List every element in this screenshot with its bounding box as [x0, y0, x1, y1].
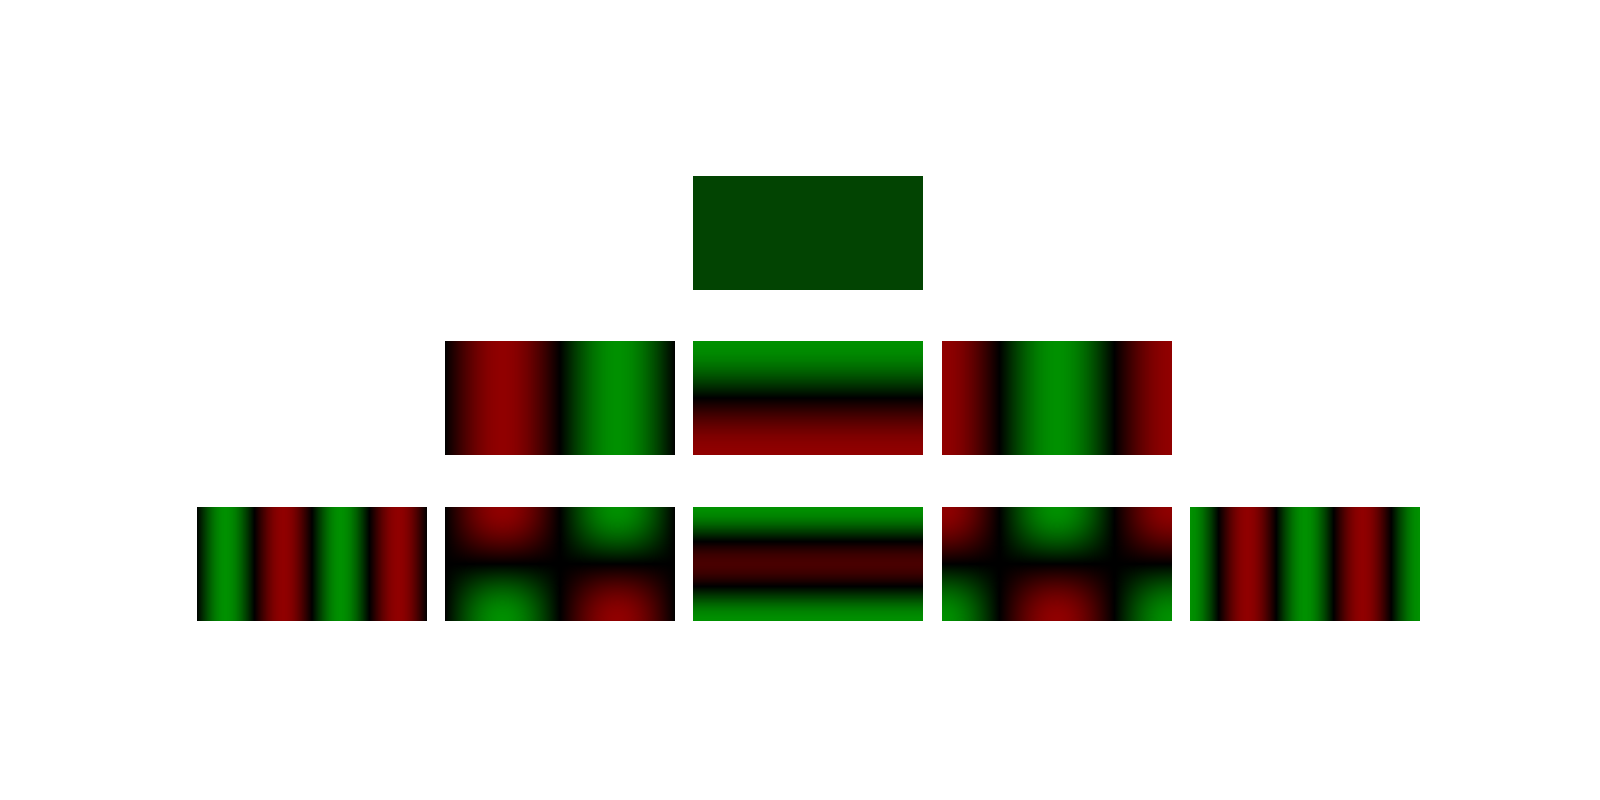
harmonic-tile-l0-m0: [693, 176, 923, 290]
harmonic-tile-l2-m-1: [445, 507, 675, 621]
harmonic-tile-l1-m0: [693, 341, 923, 455]
harmonic-tile-l2-m0: [693, 507, 923, 621]
harmonic-tile-l1-m-1: [445, 341, 675, 455]
harmonic-tile-l2-m-2: [197, 507, 427, 621]
harmonic-tile-l2-m2: [1190, 507, 1420, 621]
harmonic-tile-l1-m1: [942, 341, 1172, 455]
harmonic-tile-l2-m1: [942, 507, 1172, 621]
